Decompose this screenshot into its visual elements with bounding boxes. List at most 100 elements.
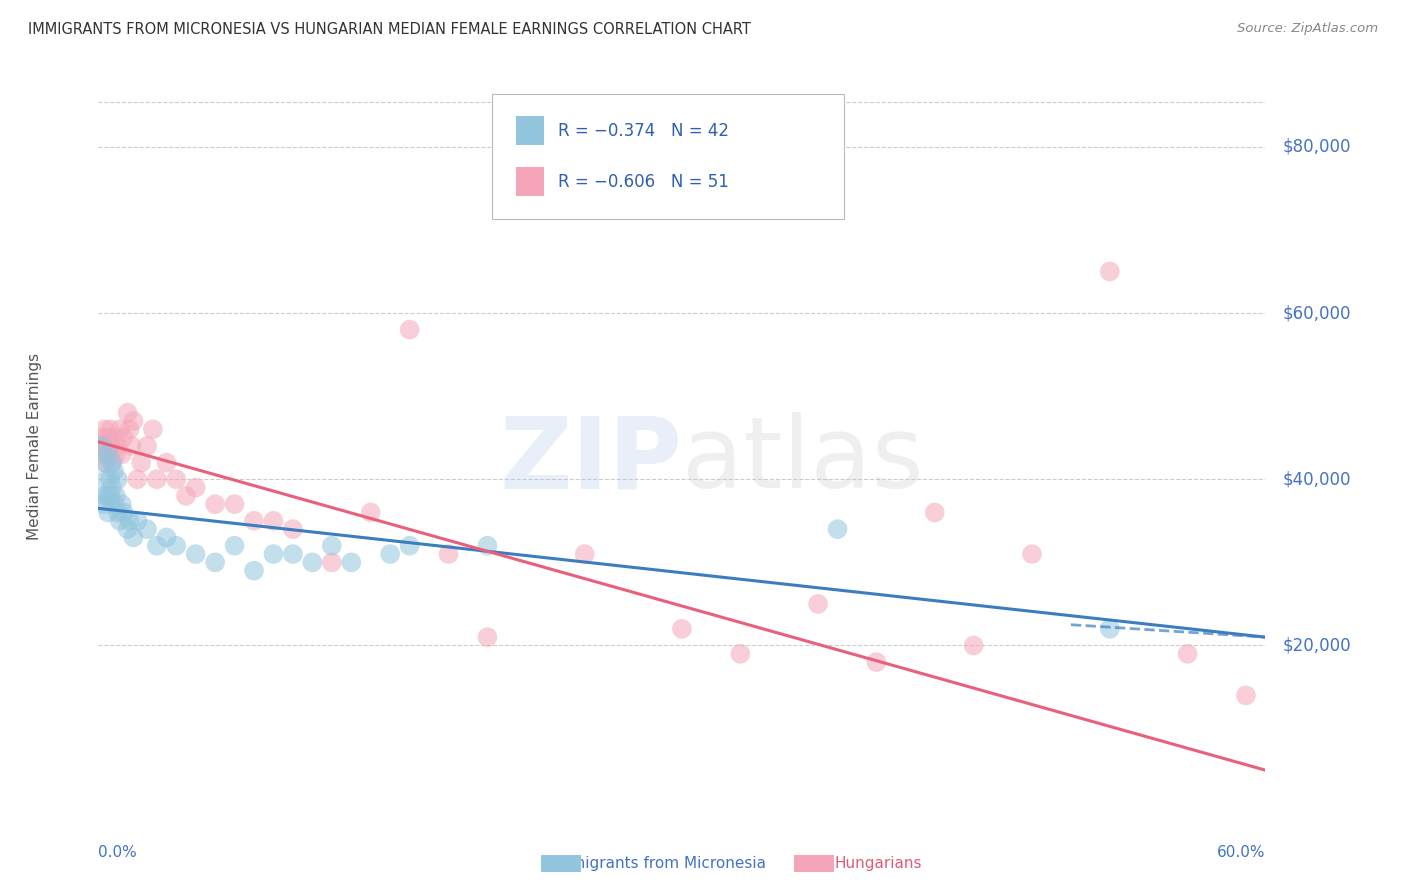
Text: 0.0%: 0.0% — [98, 845, 138, 860]
Point — [121, 439, 143, 453]
Point — [340, 555, 363, 569]
Point — [101, 456, 124, 470]
Text: atlas: atlas — [682, 412, 924, 509]
Point — [107, 506, 129, 520]
Point — [281, 547, 304, 561]
Point — [398, 539, 420, 553]
Point — [136, 439, 159, 453]
Point — [174, 489, 197, 503]
Point — [142, 422, 165, 436]
Point — [1098, 264, 1121, 278]
Text: ZIP: ZIP — [499, 412, 682, 509]
Point — [129, 456, 152, 470]
Point — [146, 472, 169, 486]
Point — [104, 447, 127, 461]
Point — [477, 630, 499, 644]
Point — [1021, 547, 1043, 561]
Point — [1098, 622, 1121, 636]
Text: $80,000: $80,000 — [1282, 137, 1351, 156]
Point — [262, 547, 284, 561]
Point — [98, 422, 121, 436]
Point — [398, 323, 420, 337]
Point — [111, 497, 134, 511]
Point — [108, 514, 131, 528]
Point — [103, 431, 125, 445]
Text: $60,000: $60,000 — [1282, 304, 1351, 322]
Point — [97, 506, 120, 520]
Point — [101, 481, 124, 495]
Point — [108, 422, 131, 436]
Point — [243, 564, 266, 578]
Point — [437, 547, 460, 561]
Point — [97, 447, 120, 461]
Point — [118, 514, 141, 528]
Point — [204, 497, 226, 511]
Point — [111, 447, 134, 461]
Point — [321, 555, 343, 569]
Point — [112, 431, 135, 445]
Point — [96, 472, 118, 486]
Point — [93, 456, 115, 470]
Point — [103, 464, 125, 478]
Point — [865, 655, 887, 669]
Text: IMMIGRANTS FROM MICRONESIA VS HUNGARIAN MEDIAN FEMALE EARNINGS CORRELATION CHART: IMMIGRANTS FROM MICRONESIA VS HUNGARIAN … — [28, 22, 751, 37]
Point — [962, 639, 984, 653]
Point — [321, 539, 343, 553]
Point — [93, 497, 115, 511]
Text: Hungarians: Hungarians — [835, 856, 922, 871]
Point — [93, 447, 115, 461]
Point — [103, 497, 125, 511]
Point — [127, 472, 149, 486]
Point — [146, 539, 169, 553]
Point — [1177, 647, 1199, 661]
Point — [136, 522, 159, 536]
Point — [117, 522, 139, 536]
Point — [101, 456, 124, 470]
Text: Immigrants from Micronesia: Immigrants from Micronesia — [551, 856, 765, 871]
Point — [107, 439, 129, 453]
Point — [165, 539, 187, 553]
Point — [96, 456, 118, 470]
Point — [924, 506, 946, 520]
Point — [204, 555, 226, 569]
Point — [574, 547, 596, 561]
Point — [224, 539, 246, 553]
Point — [117, 406, 139, 420]
Point — [155, 530, 177, 544]
Point — [91, 439, 114, 453]
Point — [184, 547, 207, 561]
Point — [262, 514, 284, 528]
Point — [224, 497, 246, 511]
Point — [127, 514, 149, 528]
Point — [165, 472, 187, 486]
Point — [730, 647, 752, 661]
Point — [301, 555, 323, 569]
Point — [671, 622, 693, 636]
Point — [97, 431, 120, 445]
Point — [89, 439, 111, 453]
Point — [1234, 689, 1257, 703]
Point — [122, 530, 145, 544]
Text: $40,000: $40,000 — [1282, 470, 1351, 488]
Point — [96, 489, 118, 503]
Point — [807, 597, 830, 611]
Point — [122, 414, 145, 428]
Point — [378, 547, 402, 561]
Text: 60.0%: 60.0% — [1218, 845, 1265, 860]
Point — [98, 489, 121, 503]
Text: R = −0.606   N = 51: R = −0.606 N = 51 — [558, 173, 730, 191]
Point — [91, 431, 114, 445]
Point — [107, 472, 129, 486]
Text: R = −0.374   N = 42: R = −0.374 N = 42 — [558, 121, 730, 139]
Point — [104, 489, 127, 503]
Point — [93, 422, 115, 436]
Text: Source: ZipAtlas.com: Source: ZipAtlas.com — [1237, 22, 1378, 36]
Point — [98, 439, 121, 453]
Point — [98, 472, 121, 486]
Point — [118, 422, 141, 436]
Text: Median Female Earnings: Median Female Earnings — [27, 352, 42, 540]
Point — [281, 522, 304, 536]
Point — [360, 506, 382, 520]
Text: $20,000: $20,000 — [1282, 637, 1351, 655]
Point — [89, 489, 111, 503]
